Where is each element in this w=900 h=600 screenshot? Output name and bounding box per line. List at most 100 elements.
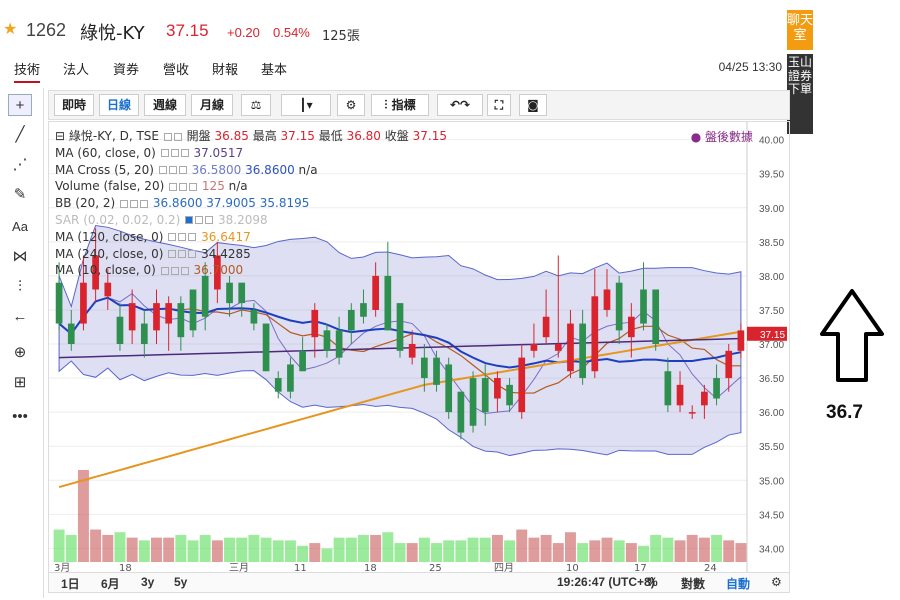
candle bbox=[347, 309, 355, 331]
bb-v3: 35.8195 bbox=[259, 196, 310, 211]
candle bbox=[457, 391, 465, 433]
monthly-button[interactable]: 月線 bbox=[191, 94, 233, 116]
clock: 19:26:47 (UTC+8) bbox=[557, 575, 655, 589]
candle bbox=[116, 316, 124, 344]
tab-financials[interactable]: 財報 bbox=[212, 63, 239, 78]
volume-bar bbox=[236, 537, 248, 562]
volume-bar bbox=[528, 537, 540, 562]
candle bbox=[530, 344, 538, 351]
esun-order-button[interactable]: 玉山證券下單 bbox=[787, 54, 813, 134]
text-tool-icon[interactable]: Aa bbox=[12, 219, 28, 234]
candle bbox=[201, 275, 209, 317]
weekly-button[interactable]: 週線 bbox=[144, 94, 186, 116]
favorite-star-icon[interactable]: ★ bbox=[3, 21, 18, 38]
legend-high-label: 最高 bbox=[252, 129, 277, 143]
ma60-label: MA (60, close, 0) bbox=[55, 145, 156, 160]
tab-institutional[interactable]: 法人 bbox=[63, 63, 90, 78]
candle bbox=[676, 384, 684, 406]
volume-bar bbox=[564, 532, 576, 562]
candle bbox=[92, 255, 99, 290]
scale-settings-icon[interactable]: ⚙ bbox=[771, 575, 782, 589]
range-3y[interactable]: 3y bbox=[141, 575, 155, 589]
y-tick-label: 38.50 bbox=[759, 238, 784, 249]
measure-icon[interactable]: ⫶ bbox=[18, 278, 22, 295]
quote-header: ★ 1262 綠悅-KY 37.15 +0.20 0.54% 125張 bbox=[0, 0, 790, 48]
trend-line-icon[interactable]: ╱ bbox=[15, 126, 25, 143]
x-tick-label: 25 bbox=[429, 563, 442, 572]
volume-bar bbox=[406, 543, 418, 562]
quote-datetime: 04/25 13:30 bbox=[718, 60, 782, 74]
candle bbox=[262, 323, 270, 372]
stock-price: 37.15 bbox=[166, 21, 209, 40]
zoom-icon[interactable]: ⊕ bbox=[13, 344, 27, 361]
ma240-label: MA (240, close, 0) bbox=[55, 246, 164, 261]
volume-bar bbox=[625, 543, 637, 562]
volume-bar bbox=[431, 543, 443, 562]
range-6m[interactable]: 6月 bbox=[101, 577, 120, 591]
ruler-icon[interactable]: ⊞ bbox=[13, 374, 27, 391]
candle bbox=[55, 282, 63, 324]
candle bbox=[189, 289, 197, 331]
brush-icon[interactable]: ✎ bbox=[13, 186, 27, 203]
x-tick-label: 24 bbox=[704, 563, 717, 572]
after-hours-link[interactable]: ● 盤後數據 bbox=[690, 130, 753, 144]
volume-bar bbox=[65, 534, 77, 562]
tab-margin[interactable]: 資券 bbox=[113, 63, 140, 78]
volume-bar bbox=[77, 470, 89, 562]
volume-bar bbox=[370, 534, 382, 562]
arrow-left-icon[interactable]: ← bbox=[12, 308, 28, 325]
fib-icon[interactable]: ⋰ bbox=[12, 156, 28, 173]
indicators-button[interactable]: ⫶ 指標 bbox=[371, 94, 429, 116]
candle bbox=[433, 357, 440, 385]
percent-toggle[interactable]: % bbox=[647, 575, 658, 589]
more-icon[interactable]: ••• bbox=[12, 408, 28, 425]
intraday-button[interactable]: 即時 bbox=[54, 94, 94, 116]
undo-redo-icon[interactable]: ↶↷ bbox=[437, 94, 483, 116]
pattern-icon[interactable]: ⋈ bbox=[12, 248, 28, 265]
chart-legend: ⊟ 綠悅-KY, D, TSE 開盤 36.85 最高 37.15 最低 36.… bbox=[55, 128, 447, 279]
fullscreen-icon[interactable]: ⛶ bbox=[487, 94, 511, 116]
x-tick-label: 18 bbox=[119, 563, 132, 572]
volume-bar bbox=[297, 545, 309, 562]
volume-bar bbox=[260, 537, 272, 562]
volume-bar bbox=[272, 540, 284, 562]
volume-bar bbox=[577, 543, 589, 562]
crosshair-icon[interactable]: + bbox=[8, 94, 32, 116]
y-tick-label: 35.50 bbox=[759, 442, 784, 453]
tab-basic[interactable]: 基本 bbox=[261, 63, 288, 78]
settings-gear-icon[interactable]: ⚙ bbox=[337, 94, 365, 116]
volume-bar bbox=[138, 540, 150, 562]
y-tick-label: 36.00 bbox=[759, 408, 784, 419]
candle bbox=[311, 309, 319, 338]
range-5y[interactable]: 5y bbox=[174, 575, 188, 589]
chat-room-button[interactable]: 聊天室 bbox=[787, 10, 813, 50]
candle bbox=[250, 309, 258, 324]
candle bbox=[579, 323, 586, 379]
volume-bar bbox=[638, 545, 649, 562]
volume-bar bbox=[333, 537, 345, 562]
candle bbox=[615, 282, 623, 331]
ma10-value: 36.7000 bbox=[193, 263, 244, 278]
chart-area[interactable]: 40.00 39.50 39.00 38.50 38.00 37.50 37.00 36.50… bbox=[48, 121, 790, 573]
compare-icon[interactable]: ⚖ bbox=[241, 94, 271, 116]
auto-toggle[interactable]: 自動 bbox=[726, 577, 751, 591]
daily-button[interactable]: 日線 bbox=[99, 94, 139, 116]
ma60-value: 37.0517 bbox=[193, 145, 244, 160]
candle bbox=[287, 364, 294, 392]
candle bbox=[153, 303, 160, 331]
tab-revenue[interactable]: 營收 bbox=[163, 63, 190, 78]
price-chart[interactable]: 40.00 39.50 39.00 38.50 38.00 37.50 37.00 36.50… bbox=[49, 122, 789, 572]
tab-technical[interactable]: 技術 bbox=[14, 59, 41, 83]
volume-bar bbox=[357, 534, 369, 562]
candle bbox=[627, 316, 635, 338]
volume-bar bbox=[321, 548, 333, 562]
legend-low: 36.80 bbox=[346, 129, 381, 143]
candle bbox=[165, 303, 173, 324]
candle bbox=[506, 384, 513, 406]
legend-volume: Volume (false, 20) 125 n/a bbox=[55, 178, 447, 195]
log-toggle[interactable]: 對數 bbox=[681, 577, 706, 591]
volume-bar bbox=[491, 534, 503, 562]
chart-type-icon[interactable]: ┃▾ bbox=[281, 94, 331, 116]
range-1d[interactable]: 1日 bbox=[61, 577, 80, 591]
camera-icon[interactable]: ◙ bbox=[519, 94, 547, 116]
